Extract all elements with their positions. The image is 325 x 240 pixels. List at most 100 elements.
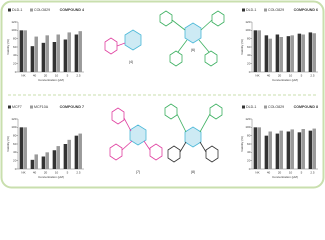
- bar: [78, 133, 82, 169]
- bar: [63, 144, 68, 169]
- y-tick-label: 0: [249, 167, 251, 171]
- bar: [253, 30, 258, 72]
- x-tick-label: NK: [255, 73, 259, 77]
- bar: [67, 32, 71, 72]
- bar: [301, 34, 305, 72]
- y-tick-label: 60: [13, 45, 17, 49]
- y-tick-label: 80: [247, 133, 251, 137]
- bar: [23, 127, 27, 169]
- y-tick-label: 40: [13, 53, 17, 57]
- structure-label: (7): [136, 170, 140, 174]
- legend-label: COLO829: [268, 105, 284, 109]
- y-tick-label: 40: [247, 150, 251, 154]
- y-tick-label: 20: [13, 61, 17, 65]
- y-axis-label: Viability (%): [6, 136, 10, 152]
- y-tick-label: 80: [13, 133, 17, 137]
- y-tick-label: 20: [13, 158, 17, 162]
- frame: [0, 0, 325, 189]
- x-tick-label: NK: [255, 170, 259, 174]
- x-tick-label: 5: [67, 170, 69, 174]
- y-tick-label: 40: [247, 53, 251, 57]
- legend-swatch: [8, 105, 11, 109]
- chart-title: COMPOUND 8: [294, 105, 318, 109]
- y-tick-label: 20: [247, 61, 251, 65]
- graphical-abstract: (4) (6) (7) (8) COMPOUND 4 DLD-1 COLO829 0 2…: [0, 0, 325, 189]
- bar: [297, 33, 302, 72]
- legend-swatch: [30, 8, 33, 12]
- x-axis-label: Concentration (μM): [272, 175, 298, 179]
- x-axis-label: Concentration (μM): [38, 78, 64, 82]
- bar: [52, 150, 57, 169]
- bar: [30, 159, 35, 169]
- bar: [257, 30, 261, 72]
- bar: [45, 35, 49, 72]
- bar: [56, 34, 60, 72]
- y-axis-label: Viability (%): [240, 136, 244, 152]
- bar: [290, 129, 294, 169]
- bar: [264, 35, 269, 72]
- structure: (7): [109, 107, 163, 174]
- x-axis-label: Concentration (μM): [38, 175, 64, 179]
- x-axis-label: Concentration (μM): [272, 78, 298, 82]
- bar: [52, 42, 57, 72]
- x-tick-label: 2.5: [76, 73, 81, 77]
- chart-title: COMPOUND 6: [294, 8, 318, 12]
- bar: [308, 130, 313, 169]
- x-tick-label: 20: [44, 73, 48, 77]
- bar: [275, 34, 280, 72]
- y-tick-label: 20: [247, 158, 251, 162]
- legend-label: DLD-1: [12, 8, 22, 12]
- chart-title: COMPOUND 7: [60, 105, 84, 109]
- legend-label: DLD-1: [246, 105, 256, 109]
- structure: (6): [159, 10, 225, 67]
- bar: [301, 129, 305, 169]
- x-tick-label: 5: [301, 73, 303, 77]
- bar: [41, 42, 46, 72]
- y-tick-label: 100: [11, 125, 16, 129]
- bar: [264, 135, 269, 169]
- legend-label: COLO829: [34, 8, 50, 12]
- bar: [19, 127, 24, 169]
- bar: [279, 130, 283, 169]
- x-tick-label: 10: [289, 73, 293, 77]
- y-axis-label: Viability (%): [6, 39, 10, 55]
- legend-label: MCF7: [12, 105, 22, 109]
- x-tick-label: 20: [278, 170, 282, 174]
- legend-swatch: [8, 8, 11, 12]
- x-tick-label: 40: [267, 170, 271, 174]
- x-tick-label: 2.5: [310, 170, 315, 174]
- x-tick-label: 10: [55, 170, 59, 174]
- bar: [308, 32, 313, 72]
- bar: [56, 146, 60, 169]
- y-tick-label: 40: [13, 150, 17, 154]
- y-tick-label: 80: [247, 36, 251, 40]
- structure-label: (4): [129, 60, 133, 64]
- y-tick-label: 120: [11, 117, 16, 121]
- bar: [34, 154, 38, 169]
- y-axis-label: Viability (%): [240, 39, 244, 55]
- y-tick-label: 100: [11, 28, 16, 32]
- legend-label: COLO829: [268, 8, 284, 12]
- bar: [67, 139, 71, 169]
- bar: [30, 46, 35, 72]
- legend-swatch: [264, 105, 267, 109]
- legend-label: MCF10A: [34, 105, 49, 109]
- x-tick-label: 20: [278, 73, 282, 77]
- bar: [34, 36, 38, 72]
- x-tick-label: 5: [301, 170, 303, 174]
- x-tick-label: 10: [55, 73, 59, 77]
- chart-title: COMPOUND 4: [60, 8, 84, 12]
- x-tick-label: 2.5: [76, 170, 81, 174]
- y-tick-label: 120: [11, 20, 16, 24]
- bar: [268, 131, 272, 169]
- structure: (4): [104, 29, 142, 64]
- y-tick-label: 60: [247, 45, 251, 49]
- x-tick-label: 20: [44, 170, 48, 174]
- y-tick-label: 120: [245, 20, 250, 24]
- y-tick-label: 120: [245, 117, 250, 121]
- legend-swatch: [242, 8, 245, 12]
- y-tick-label: 0: [15, 167, 17, 171]
- y-tick-label: 60: [247, 142, 251, 146]
- x-tick-label: NK: [21, 73, 25, 77]
- bar: [74, 34, 79, 72]
